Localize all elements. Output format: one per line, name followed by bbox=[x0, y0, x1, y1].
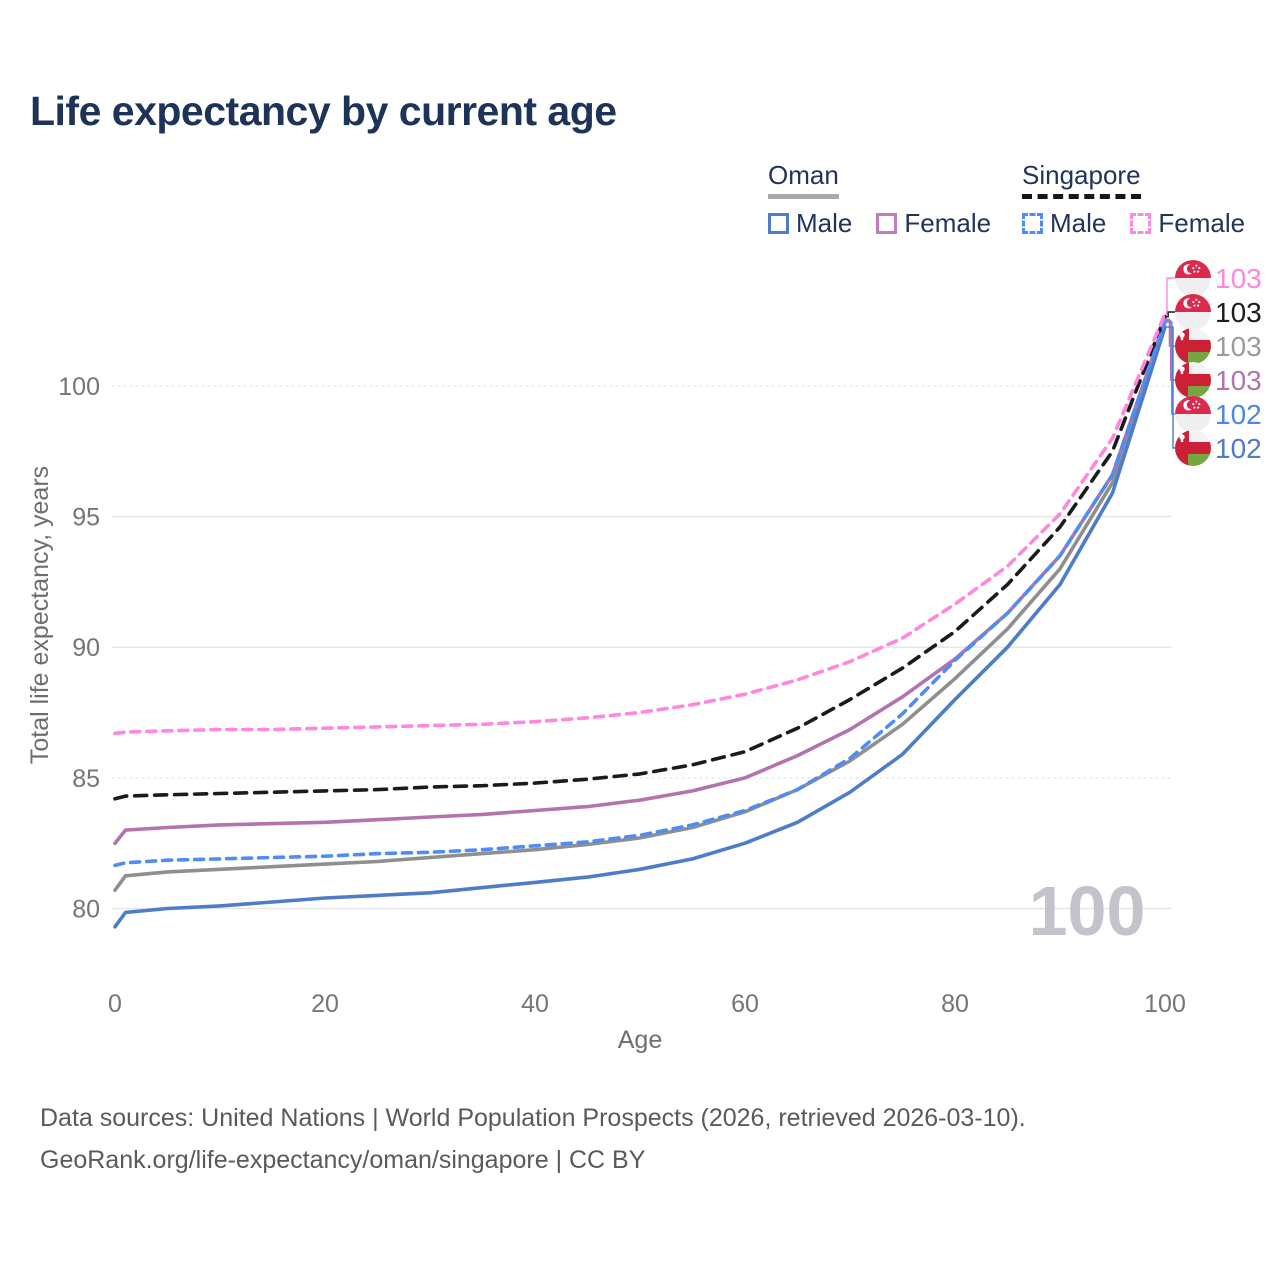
series-line-singapore-female bbox=[113, 312, 1167, 736]
oman-flag-icon bbox=[1175, 362, 1211, 398]
end-value-singapore-female: 103 bbox=[1215, 263, 1262, 294]
oman-male-swatch-icon bbox=[768, 213, 789, 234]
legend-label-singapore-female: Female bbox=[1158, 208, 1246, 238]
legend-item-oman-male[interactable]: Male bbox=[768, 208, 852, 239]
y-axis-title: Total life expectancy, years bbox=[26, 466, 54, 764]
oman-female-swatch-icon bbox=[876, 213, 898, 234]
singapore-flag-icon bbox=[1175, 260, 1211, 296]
x-tick-40: 40 bbox=[521, 990, 549, 1018]
singapore-flag-icon bbox=[1175, 396, 1211, 432]
singapore-female-swatch-icon bbox=[1130, 213, 1152, 234]
series-line-oman bbox=[113, 317, 1167, 892]
series-line-oman-male bbox=[113, 325, 1167, 929]
x-tick-20: 20 bbox=[311, 990, 339, 1018]
x-tick-60: 60 bbox=[731, 990, 759, 1018]
legend-group-oman: Oman Male Female bbox=[768, 160, 1005, 239]
y-tick-90: 90 bbox=[72, 634, 100, 662]
end-value-singapore: 103 bbox=[1215, 297, 1262, 328]
x-tick-100: 100 bbox=[1144, 990, 1186, 1018]
end-value-oman: 103 bbox=[1215, 331, 1262, 362]
x-axis-title: Age bbox=[618, 1026, 662, 1054]
legend-item-oman-female[interactable]: Female bbox=[876, 208, 991, 239]
series-line-singapore bbox=[113, 314, 1167, 801]
x-tick-0: 0 bbox=[108, 990, 122, 1018]
legend-country-singapore: Singapore bbox=[1022, 160, 1141, 199]
legend-country-oman: Oman bbox=[768, 160, 839, 199]
legend-group-singapore: Singapore Male Female bbox=[1022, 160, 1259, 239]
chart-title: Life expectancy by current age bbox=[30, 88, 617, 134]
label-connector-oman-male bbox=[1165, 326, 1175, 449]
oman-flag-icon bbox=[1175, 328, 1211, 364]
end-value-oman-male: 102 bbox=[1215, 433, 1262, 464]
attribution-text: GeoRank.org/life-expectancy/oman/singapo… bbox=[40, 1146, 646, 1174]
legend-item-singapore-female[interactable]: Female bbox=[1130, 208, 1245, 239]
end-value-oman-female: 103 bbox=[1215, 365, 1262, 396]
label-connector-singapore-female bbox=[1165, 277, 1175, 315]
legend-item-singapore-male[interactable]: Male bbox=[1022, 208, 1106, 239]
label-connector-singapore bbox=[1165, 311, 1175, 318]
singapore-flag-icon bbox=[1175, 294, 1211, 330]
oman-flag-icon bbox=[1175, 430, 1211, 466]
legend-label-oman-female: Female bbox=[904, 208, 992, 238]
data-sources-text: Data sources: United Nations | World Pop… bbox=[40, 1104, 1026, 1132]
y-tick-80: 80 bbox=[72, 896, 100, 924]
end-value-singapore-male: 102 bbox=[1215, 399, 1262, 430]
series-line-singapore-male bbox=[113, 320, 1167, 868]
footer: Data sources: United Nations | World Pop… bbox=[40, 1104, 1026, 1188]
age-watermark: 100 bbox=[1029, 872, 1146, 950]
singapore-male-swatch-icon bbox=[1022, 213, 1043, 234]
legend-label-oman-male: Male bbox=[796, 208, 853, 238]
legend-label-singapore-male: Male bbox=[1050, 208, 1107, 238]
y-tick-100: 100 bbox=[58, 373, 100, 401]
y-tick-95: 95 bbox=[72, 504, 100, 532]
x-tick-80: 80 bbox=[941, 990, 969, 1018]
y-tick-85: 85 bbox=[72, 765, 100, 793]
